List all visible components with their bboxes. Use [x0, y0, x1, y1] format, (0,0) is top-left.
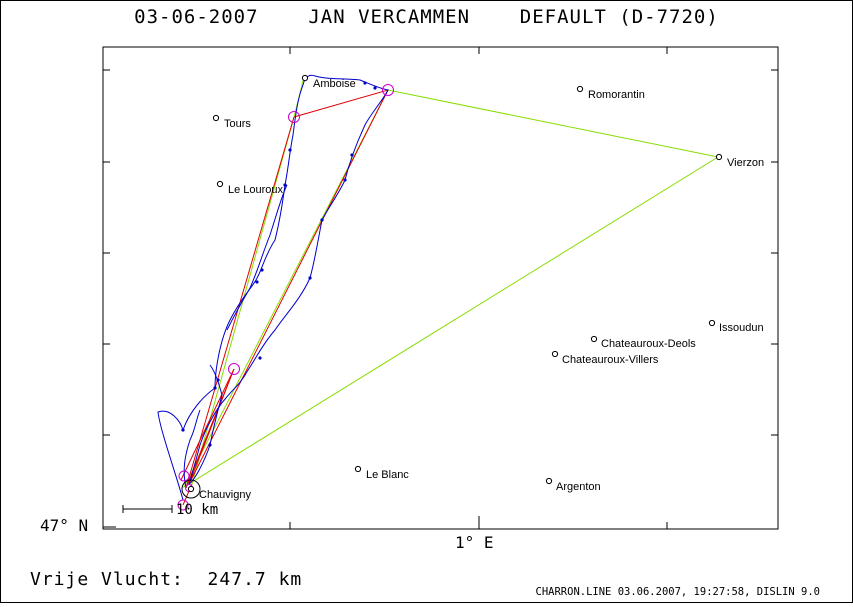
gps-track — [157, 74, 389, 501]
city-label: Vierzon — [727, 157, 764, 169]
plot-frame — [102, 46, 779, 530]
city-label: Amboise — [313, 78, 356, 90]
left-ticks — [103, 69, 116, 528]
city-label: Chauvigny — [199, 489, 251, 501]
y-axis-label: 47° N — [40, 516, 89, 535]
city-le-louroux: Le Louroux — [216, 180, 284, 196]
city-romorantin: Romorantin — [576, 85, 645, 101]
city-vierzon: Vierzon — [715, 153, 764, 169]
x-axis-label: 1° E — [455, 533, 494, 552]
city-tours: Tours — [212, 114, 251, 130]
city-label: Le Louroux — [228, 184, 284, 196]
free-flight-distance: Vrije Vlucht: 247.7 km — [30, 569, 303, 590]
city-chateauroux-villers: Chateauroux-Villers — [551, 350, 659, 366]
city-argenton: Argenton — [545, 477, 601, 493]
free-flight-route — [182, 76, 720, 489]
city-label: Chateauroux-Deols — [601, 338, 696, 350]
city-amboise: Amboise — [301, 74, 356, 90]
track-markers — [181, 81, 377, 447]
city-label: Le Blanc — [366, 469, 409, 481]
file-info: CHARRON.LINE 03.06.2007, 19:27:58, DISLI… — [535, 586, 820, 598]
city-label: Tours — [224, 118, 251, 130]
scale-bar-label: 10 km — [176, 502, 218, 518]
right-ticks — [771, 69, 778, 436]
city-le-blanc: Le Blanc — [354, 465, 409, 481]
city-label: Chateauroux-Villers — [562, 354, 659, 366]
city-label: Argenton — [556, 481, 601, 493]
map-title: 03-06-2007 JAN VERCAMMEN DEFAULT (D-7720… — [134, 6, 719, 28]
scale-bar — [122, 505, 173, 513]
city-label: Issoudun — [719, 322, 764, 334]
top-bottom-ticks — [289, 47, 668, 529]
start-circle — [181, 479, 201, 499]
city-layer: Amboise Romorantin Tours Vierzon Le Lour… — [187, 74, 764, 501]
city-chauvigny: Chauvigny — [187, 485, 251, 501]
city-issoudun: Issoudun — [708, 319, 764, 334]
city-chateauroux-deols: Chateauroux-Deols — [590, 335, 696, 350]
city-label: Romorantin — [588, 89, 645, 101]
